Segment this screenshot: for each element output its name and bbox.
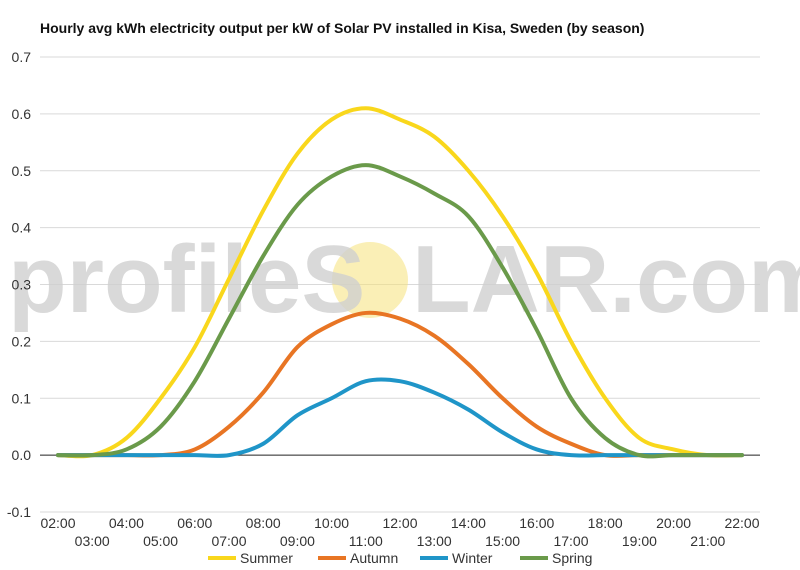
y-tick-label: 0.4 — [12, 220, 32, 236]
legend-label-winter: Winter — [452, 550, 493, 566]
x-tick-label: 03:00 — [75, 533, 110, 549]
x-tick-label: 17:00 — [553, 533, 588, 549]
series-lines — [56, 106, 744, 459]
y-tick-label: 0.1 — [12, 390, 32, 406]
x-tick-label: 08:00 — [246, 515, 281, 531]
series-line-autumn — [56, 310, 744, 458]
x-tick-label: 21:00 — [690, 533, 725, 549]
x-tick-label: 15:00 — [485, 533, 520, 549]
y-tick-label: 0.5 — [12, 163, 32, 179]
watermark: profileS LAR.com — [8, 226, 800, 333]
y-axis: -0.1 0.0 0.1 0.2 0.3 0.4 0.5 0.6 0.7 — [7, 49, 31, 520]
x-tick-label: 16:00 — [519, 515, 554, 531]
series-line-winter — [56, 377, 744, 458]
y-tick-label: 0.0 — [12, 447, 32, 463]
legend-label-autumn: Autumn — [350, 550, 398, 566]
x-tick-label: 06:00 — [177, 515, 212, 531]
x-tick-label: 04:00 — [109, 515, 144, 531]
y-tick-label: 0.2 — [12, 333, 32, 349]
series-line-spring — [56, 163, 744, 459]
x-tick-label: 19:00 — [622, 533, 657, 549]
x-tick-label: 12:00 — [382, 515, 417, 531]
x-tick-label: 13:00 — [417, 533, 452, 549]
y-tick-label: -0.1 — [7, 504, 31, 520]
series-line-summer — [56, 106, 744, 459]
y-tick-label: 0.6 — [12, 106, 32, 122]
x-tick-label: 10:00 — [314, 515, 349, 531]
y-tick-label: 0.7 — [12, 49, 32, 65]
x-tick-label: 22:00 — [724, 515, 759, 531]
x-tick-label: 02:00 — [40, 515, 75, 531]
x-tick-label: 20:00 — [656, 515, 691, 531]
x-tick-label: 18:00 — [588, 515, 623, 531]
watermark-sun-icon — [332, 242, 408, 318]
legend-label-spring: Spring — [552, 550, 592, 566]
x-tick-label: 14:00 — [451, 515, 486, 531]
legend: Summer Autumn Winter Spring — [208, 550, 592, 566]
chart-title: Hourly avg kWh electricity output per kW… — [40, 20, 644, 36]
x-tick-label: 09:00 — [280, 533, 315, 549]
x-tick-label: 07:00 — [211, 533, 246, 549]
x-tick-label: 11:00 — [349, 533, 383, 549]
watermark-text-right: LAR.com — [412, 226, 800, 333]
y-tick-label: 0.3 — [12, 277, 32, 293]
legend-label-summer: Summer — [240, 550, 293, 566]
x-tick-label: 05:00 — [143, 533, 178, 549]
watermark-text-left: profileS — [8, 226, 365, 333]
